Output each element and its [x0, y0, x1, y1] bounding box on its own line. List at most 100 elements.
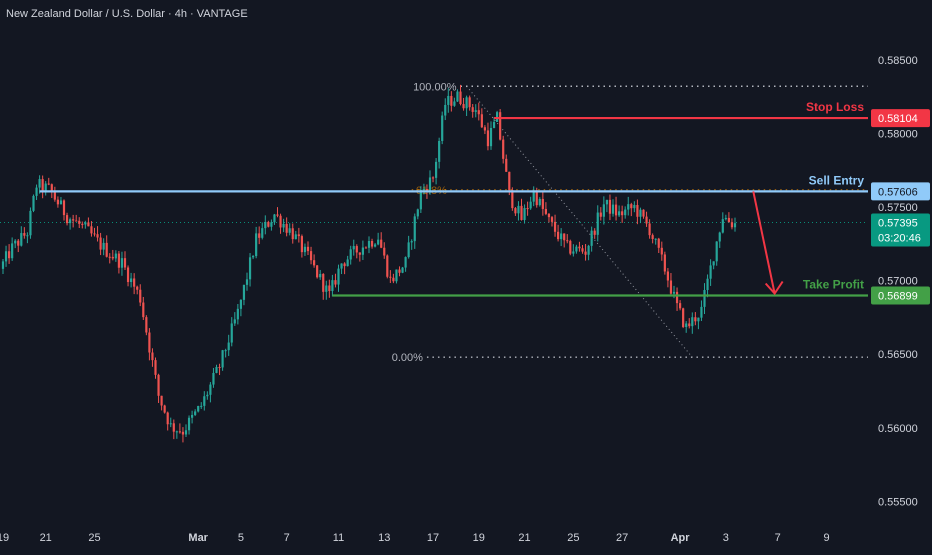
- candle-body: [514, 208, 517, 214]
- candle: [245, 272, 249, 291]
- candle: [194, 409, 197, 417]
- candle-body: [624, 209, 627, 216]
- candle: [322, 273, 325, 300]
- candle: [349, 245, 352, 265]
- candle: [560, 228, 563, 247]
- candle: [721, 212, 724, 234]
- candle: [663, 251, 666, 275]
- sell-entry-price-text: 0.57606: [878, 186, 918, 198]
- candle: [624, 206, 627, 219]
- candle: [471, 103, 474, 118]
- candle-body: [529, 201, 532, 209]
- candle-body: [511, 190, 514, 209]
- candle-body: [181, 431, 185, 435]
- candle-body: [279, 215, 282, 228]
- candle-body: [29, 210, 32, 236]
- candle: [550, 216, 554, 227]
- candle: [75, 214, 78, 222]
- candle: [90, 221, 93, 237]
- candle: [53, 186, 56, 202]
- candle-body: [297, 234, 300, 237]
- candle-body: [578, 246, 581, 249]
- candle-body: [477, 110, 480, 115]
- candle: [602, 196, 605, 225]
- candle-body: [633, 204, 636, 209]
- candle: [191, 410, 194, 424]
- candle: [505, 154, 508, 172]
- candle: [142, 296, 145, 321]
- candle-body: [252, 256, 255, 258]
- candle: [370, 238, 374, 249]
- candle: [17, 238, 20, 253]
- candle-body: [75, 220, 78, 222]
- candle: [694, 312, 697, 326]
- candle-body: [300, 236, 303, 253]
- candle: [413, 213, 416, 249]
- candle-body: [474, 110, 477, 112]
- candle-body: [721, 219, 724, 233]
- candle-body: [682, 308, 685, 327]
- projection-arrow: [752, 191, 776, 294]
- candle: [364, 246, 368, 249]
- candle: [84, 220, 87, 229]
- candle-body: [111, 256, 114, 259]
- candle: [557, 224, 560, 242]
- candle-body: [401, 267, 404, 273]
- y-tick-label: 0.56500: [878, 349, 918, 361]
- candle: [255, 226, 258, 259]
- candle: [599, 207, 602, 221]
- candle-body: [666, 271, 669, 281]
- candle: [184, 424, 188, 437]
- candle: [172, 419, 175, 440]
- candle-body: [93, 233, 96, 235]
- candle: [187, 415, 191, 435]
- candle-body: [4, 251, 8, 262]
- candle-body: [447, 95, 450, 105]
- candle: [633, 201, 636, 213]
- candle: [145, 315, 148, 336]
- candle-body: [404, 257, 407, 268]
- candle-body: [395, 269, 398, 282]
- candle: [486, 122, 490, 151]
- candle-body: [410, 241, 413, 243]
- candle: [282, 218, 285, 233]
- candle-body: [96, 234, 99, 238]
- candle-body: [47, 183, 50, 185]
- y-tick-label: 0.58500: [878, 55, 918, 67]
- candle: [407, 235, 410, 259]
- candle-body: [709, 265, 712, 279]
- candle-body: [133, 278, 136, 287]
- candle-body: [489, 127, 493, 147]
- candle-body: [53, 192, 56, 200]
- candle: [297, 227, 300, 243]
- candle: [218, 363, 221, 376]
- price-axis: 0.58500 0.58000 0.57500 0.57000 0.56500 0.560…: [871, 55, 930, 508]
- candle-body: [197, 405, 200, 412]
- candle-body: [688, 323, 691, 327]
- candle-body: [56, 199, 59, 205]
- candle: [62, 199, 66, 221]
- candle: [730, 218, 734, 230]
- candle: [200, 402, 203, 409]
- take-profit-price-tag: [871, 286, 930, 305]
- candle: [584, 243, 587, 261]
- candle: [32, 194, 35, 213]
- stop-loss-label: Stop Loss: [806, 100, 864, 114]
- candle: [126, 265, 130, 287]
- candle-body: [187, 417, 191, 431]
- candle-body: [560, 233, 563, 240]
- candle: [688, 318, 691, 329]
- candle: [453, 97, 456, 107]
- candle-body: [712, 261, 715, 266]
- candle: [258, 226, 261, 245]
- candle-body: [593, 230, 596, 235]
- candle-body: [166, 412, 169, 425]
- candle: [517, 201, 520, 221]
- bar-countdown: 03:20:46: [878, 232, 921, 244]
- x-tick-label: Mar: [188, 532, 208, 544]
- candle: [468, 95, 471, 111]
- candle: [181, 427, 185, 443]
- candle-body: [462, 104, 465, 109]
